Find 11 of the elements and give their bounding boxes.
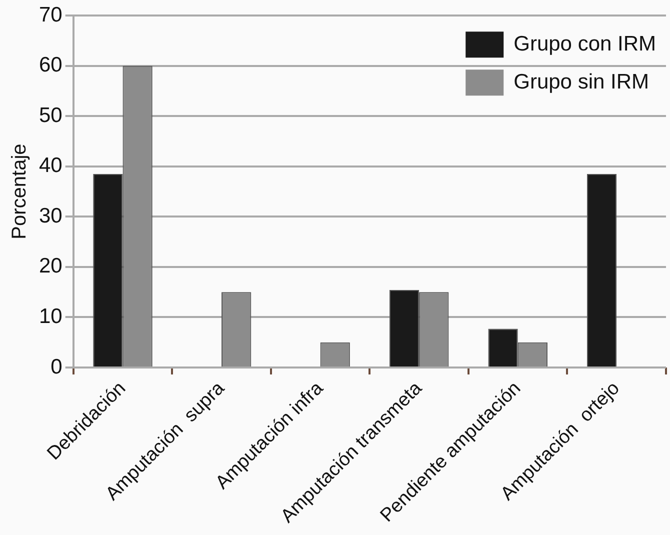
y-tick-label: 60: [39, 54, 62, 77]
y-tick-label: 0: [50, 355, 62, 378]
legend-label: Grupo con IRM: [514, 32, 656, 56]
y-tick-label: 50: [39, 104, 62, 127]
legend-label: Grupo sin IRM: [514, 70, 649, 94]
y-tick-label: 10: [39, 304, 62, 328]
y-axis-title: Porcentaje: [8, 144, 31, 240]
y-tick-label: 70: [39, 3, 62, 26]
y-tick-label: 30: [39, 204, 62, 228]
y-tick-label: 40: [39, 154, 62, 178]
y-tick-label: 20: [39, 254, 62, 278]
